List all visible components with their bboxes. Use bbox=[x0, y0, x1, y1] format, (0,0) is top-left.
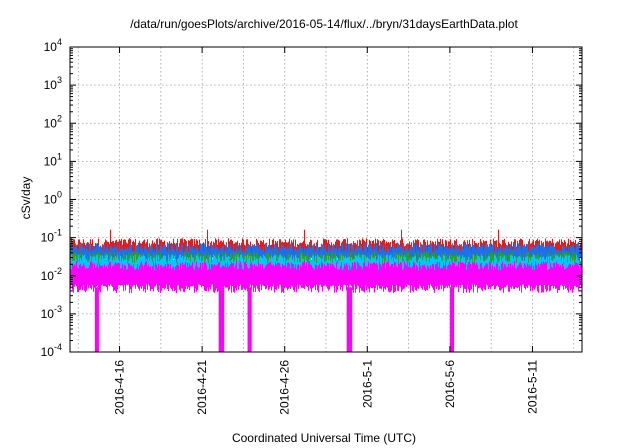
y-tick-label: 10-4 bbox=[41, 342, 62, 359]
x-axis: 2016-4-16 2016-4-21 2016-4-26 2016-5-1 2016-… bbox=[113, 47, 539, 415]
dropout bbox=[449, 287, 454, 352]
chart-title: /data/run/goesPlots/archive/2016-05-14/f… bbox=[130, 17, 518, 31]
x-tick-label: 2016-5-6 bbox=[443, 360, 457, 408]
y-tick-label: 10-2 bbox=[41, 266, 62, 283]
x-tick-label: 2016-4-26 bbox=[278, 360, 292, 415]
y-tick-label: 102 bbox=[44, 113, 62, 130]
dropout bbox=[218, 287, 225, 352]
y-tick-label: 104 bbox=[44, 37, 62, 54]
y-tick-label: 10-1 bbox=[41, 228, 62, 245]
data-series bbox=[69, 229, 583, 352]
y-tick-label: 100 bbox=[44, 190, 62, 207]
y-tick-label: 101 bbox=[44, 151, 62, 168]
dropout bbox=[94, 287, 99, 352]
plot-frame bbox=[69, 46, 583, 353]
y-axis-label: cSv/day bbox=[19, 177, 33, 220]
x-tick-label: 2016-5-1 bbox=[360, 360, 374, 408]
dropout bbox=[346, 287, 353, 352]
x-tick-label: 2016-5-11 bbox=[525, 360, 539, 414]
y-tick-label: 103 bbox=[44, 75, 62, 92]
grid bbox=[70, 47, 582, 352]
y-tick-label: 10-3 bbox=[41, 304, 62, 321]
x-tick-label: 2016-4-21 bbox=[195, 360, 209, 415]
x-axis-label: Coordinated Universal Time (UTC) bbox=[232, 431, 416, 445]
x-tick-label: 2016-4-16 bbox=[113, 360, 127, 415]
dropout bbox=[247, 287, 252, 352]
